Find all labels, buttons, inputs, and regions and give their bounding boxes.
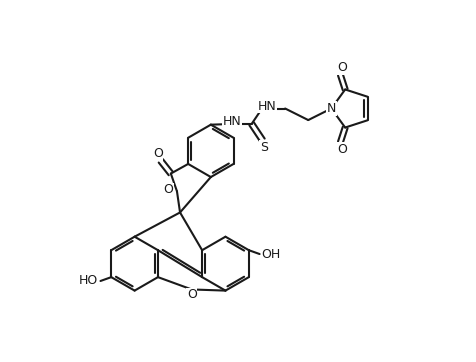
Text: HN: HN: [223, 115, 241, 128]
Text: S: S: [260, 140, 268, 153]
Text: O: O: [187, 289, 197, 301]
Text: HN: HN: [258, 100, 276, 113]
Text: O: O: [153, 147, 163, 160]
Text: HO: HO: [79, 274, 98, 287]
Text: OH: OH: [261, 248, 281, 261]
Text: O: O: [164, 183, 173, 196]
Text: O: O: [337, 62, 347, 74]
Text: N: N: [327, 102, 336, 115]
Text: O: O: [337, 143, 347, 156]
